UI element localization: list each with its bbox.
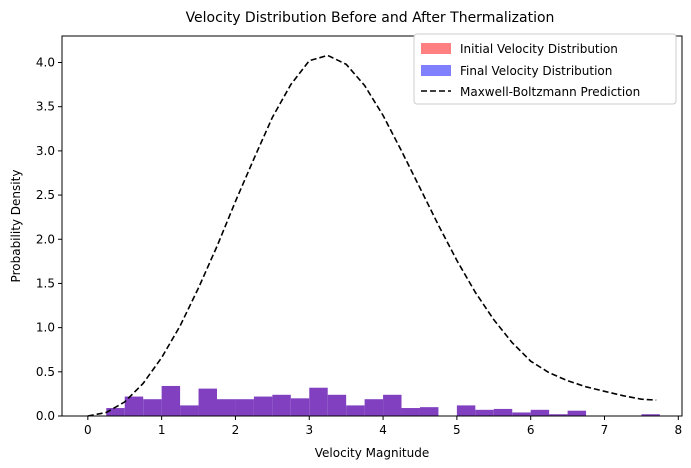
x-tick-label: 0: [84, 423, 92, 437]
y-axis-ticks: 0.0 0.5 1.0 1.5 2.0 2.5 3.0 3.5 4.0: [36, 56, 62, 423]
legend: Initial Velocity Distribution Final Velo…: [413, 33, 677, 105]
histogram-bar: [641, 414, 660, 416]
histogram-bar: [272, 394, 291, 416]
histogram-bar: [327, 394, 347, 416]
chart-title: Velocity Distribution Before and After T…: [186, 10, 555, 26]
histogram-bar: [235, 399, 254, 416]
legend-label-initial: Initial Velocity Distribution: [460, 42, 618, 56]
legend-box: [413, 33, 677, 105]
histogram-bar: [475, 409, 494, 416]
histogram-bar: [364, 399, 384, 416]
histogram-bars: [106, 385, 660, 416]
histogram-bar: [549, 414, 568, 416]
legend-swatch-initial: [421, 43, 451, 54]
y-tick-label: 1.5: [36, 276, 55, 290]
y-tick-label: 3.5: [36, 100, 55, 114]
histogram-bar: [309, 387, 328, 416]
x-tick-label: 5: [453, 423, 461, 437]
x-tick-label: 2: [232, 423, 240, 437]
y-axis-label: Probability Density: [9, 170, 23, 283]
histogram-bar: [346, 405, 365, 416]
x-tick-label: 6: [527, 423, 535, 437]
plot-frame: [61, 35, 683, 417]
histogram-bar: [383, 394, 402, 416]
x-axis-ticks: 0 1 2 3 4 5 6 7 8: [84, 416, 682, 437]
legend-label-final: Final Velocity Distribution: [460, 64, 612, 78]
x-tick-label: 7: [601, 423, 609, 437]
legend-swatch-final: [421, 65, 451, 76]
histogram-bar: [290, 398, 310, 416]
histogram-bar: [530, 409, 550, 416]
histogram-bar: [567, 410, 587, 416]
maxwell-boltzmann-curve: [87, 54, 657, 417]
histogram-bar: [180, 405, 199, 416]
x-tick-label: 4: [379, 423, 387, 437]
histogram-bar: [124, 396, 144, 416]
x-tick-label: 1: [158, 423, 166, 437]
x-tick-label: 8: [674, 423, 682, 437]
x-axis-label: Velocity Magnitude: [315, 446, 429, 460]
y-tick-label: 4.0: [36, 56, 55, 70]
histogram-bar: [456, 405, 476, 416]
histogram-bar: [143, 399, 162, 416]
histogram-bar: [161, 385, 181, 416]
legend-label-mb: Maxwell-Boltzmann Prediction: [460, 85, 640, 99]
y-tick-label: 0.0: [36, 409, 55, 423]
y-tick-label: 1.0: [36, 321, 55, 335]
histogram-bar: [512, 412, 531, 416]
histogram-bar: [106, 408, 125, 416]
histogram-bar: [217, 399, 236, 416]
histogram-bar: [198, 388, 217, 416]
x-tick-label: 3: [305, 423, 313, 437]
y-tick-label: 0.5: [36, 365, 55, 379]
histogram-bar: [253, 396, 273, 416]
histogram-bar: [401, 408, 420, 416]
histogram-bar: [419, 407, 439, 416]
histogram-bar: [493, 408, 513, 416]
y-tick-label: 2.0: [36, 232, 55, 246]
y-tick-label: 2.5: [36, 188, 55, 202]
y-tick-label: 3.0: [36, 144, 55, 158]
